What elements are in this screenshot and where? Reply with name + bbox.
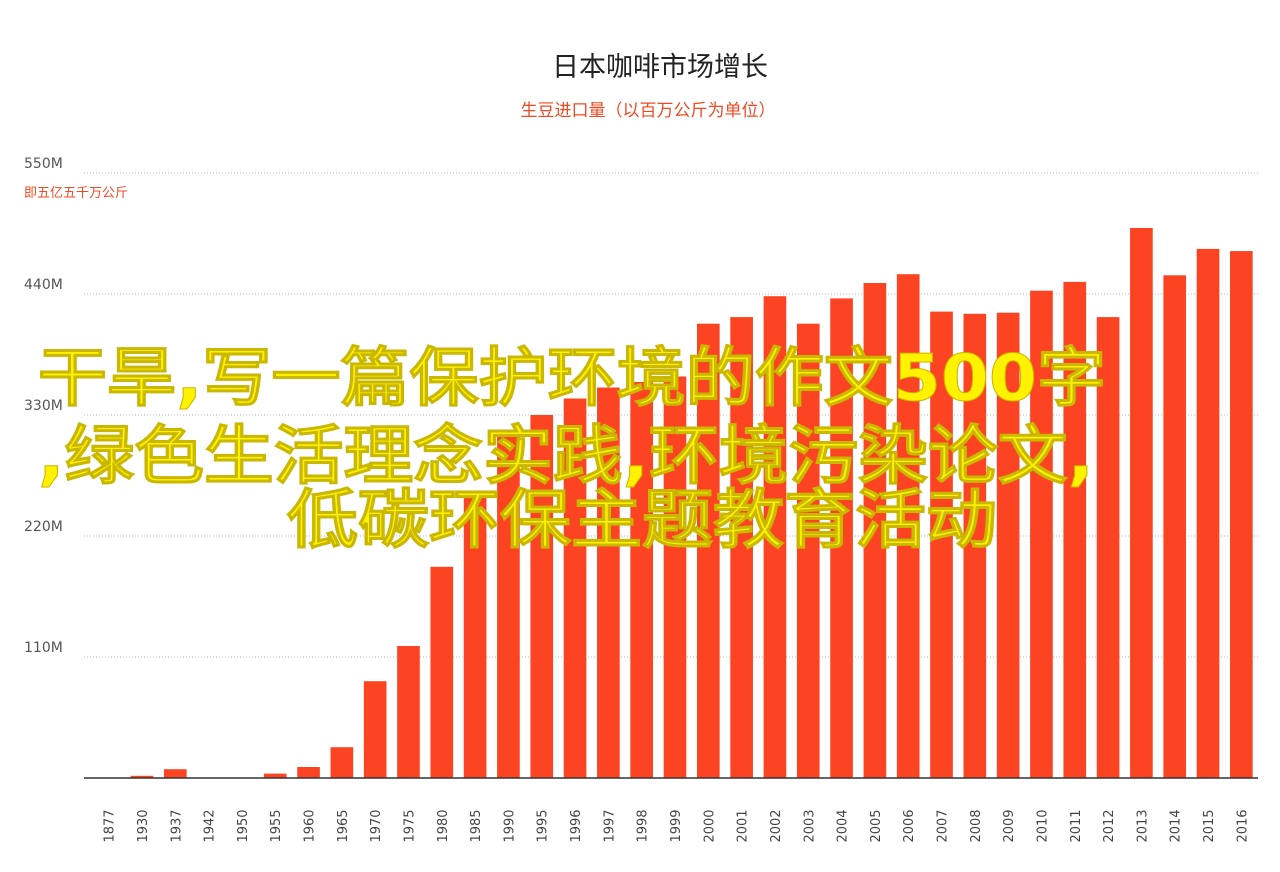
bar-2010 — [1030, 290, 1053, 778]
y-tick-label: 220M — [24, 519, 63, 535]
bar-2005 — [863, 283, 887, 778]
x-tick-label: 2009 — [1002, 809, 1017, 842]
x-tick-label: 2007 — [936, 809, 951, 842]
x-tick-label: 2001 — [736, 809, 751, 842]
chart-subtitle: 生豆进口量（以百万公斤为单位） — [521, 101, 776, 121]
bar-1980 — [430, 566, 454, 778]
bar-2003 — [796, 323, 820, 778]
bar-2013 — [1130, 228, 1153, 778]
x-tick-label: 2004 — [836, 809, 851, 842]
x-tick-label: 1995 — [536, 809, 551, 842]
x-tick-label: 2006 — [902, 809, 917, 842]
x-tick-label: 1877 — [103, 809, 118, 842]
x-tick-label: 1997 — [602, 809, 617, 842]
x-tick-label: 1975 — [402, 809, 417, 842]
grid-lines: 110M 220M 330M 440M 550M — [24, 156, 1258, 658]
bar-2007 — [930, 311, 953, 778]
bar-1996 — [563, 398, 587, 778]
bar-1999 — [663, 376, 687, 778]
overlay-line-3: 低碳环保主题教育活动 — [287, 484, 997, 558]
x-tick-label: 1955 — [269, 809, 284, 842]
bar-1960 — [297, 767, 320, 778]
x-tick-label: 2005 — [869, 809, 884, 842]
bar-2008 — [963, 313, 987, 778]
x-tick-label: 1942 — [203, 809, 218, 842]
y-tick-label: 440M — [24, 277, 63, 293]
y-tick-label: 110M — [24, 640, 63, 656]
x-tick-label: 2011 — [1069, 809, 1084, 842]
bar-1930 — [130, 775, 154, 778]
bars — [130, 228, 1253, 779]
x-tick-label: 1965 — [336, 809, 351, 842]
bar-1975 — [397, 646, 420, 778]
x-tick-label: 1990 — [502, 809, 517, 842]
bar-1985 — [463, 497, 487, 778]
overlay-line-1: 干旱,写一篇保护环境的作文500字 — [38, 342, 1106, 416]
x-tick-label: 2008 — [969, 809, 984, 842]
chart-title: 日本咖啡市场增长 — [552, 52, 768, 83]
bar-2004 — [830, 298, 853, 778]
bar-1998 — [630, 382, 654, 778]
bar-1965 — [330, 747, 354, 778]
x-tick-label: 2014 — [1169, 809, 1184, 842]
x-tick-label: 1980 — [436, 809, 451, 842]
x-tick-label: 2016 — [1235, 809, 1250, 842]
bar-1937 — [163, 769, 187, 778]
bar-2015 — [1196, 248, 1220, 778]
x-tick-label: 1996 — [569, 809, 584, 842]
bar-2016 — [1230, 251, 1253, 779]
bar-1970 — [363, 681, 387, 778]
x-tick-label: 1937 — [169, 809, 184, 842]
x-tick-label: 2010 — [1035, 809, 1050, 842]
bar-1995 — [530, 415, 554, 778]
bar-2002 — [763, 296, 787, 778]
x-tick-label: 2003 — [802, 809, 817, 842]
overlay-line-2: ,绿色生活理念实践,环境污染论文, — [38, 420, 1094, 494]
overlay-text: 干旱,写一篇保护环境的作文500字 ,绿色生活理念实践,环境污染论文, 低碳环保… — [38, 342, 1107, 559]
x-tick-label: 1960 — [303, 809, 318, 842]
bar-2000 — [696, 323, 720, 778]
x-tick-label: 1999 — [669, 809, 684, 842]
y-axis-note: 即五亿五千万公斤 — [24, 186, 128, 201]
bar-2012 — [1096, 317, 1120, 778]
bar-1990 — [497, 437, 520, 778]
x-tick-label: 2015 — [1202, 809, 1217, 842]
x-tick-label: 2012 — [1102, 809, 1117, 842]
y-tick-label: 330M — [24, 398, 63, 414]
x-tick-label: 1985 — [469, 809, 484, 842]
y-tick-label: 550M — [24, 156, 63, 172]
x-tick-labels: 1877 1930 1937 1942 1950 1955 1960 1965 1970 1975… — [103, 809, 1251, 842]
bar-2006 — [896, 274, 920, 778]
x-tick-label: 2000 — [702, 809, 717, 842]
bar-2011 — [1063, 281, 1087, 778]
x-tick-label: 2002 — [769, 809, 784, 842]
bar-2001 — [730, 317, 753, 778]
x-tick-label: 1998 — [636, 809, 651, 842]
x-tick-label: 1970 — [369, 809, 384, 842]
bar-2014 — [1163, 275, 1187, 778]
x-tick-label: 2013 — [1135, 809, 1150, 842]
bar-2009 — [996, 312, 1020, 778]
bar-1997 — [597, 387, 620, 778]
x-tick-label: 1930 — [136, 809, 151, 842]
bar-1955 — [263, 773, 287, 778]
x-tick-label: 1950 — [236, 809, 251, 842]
